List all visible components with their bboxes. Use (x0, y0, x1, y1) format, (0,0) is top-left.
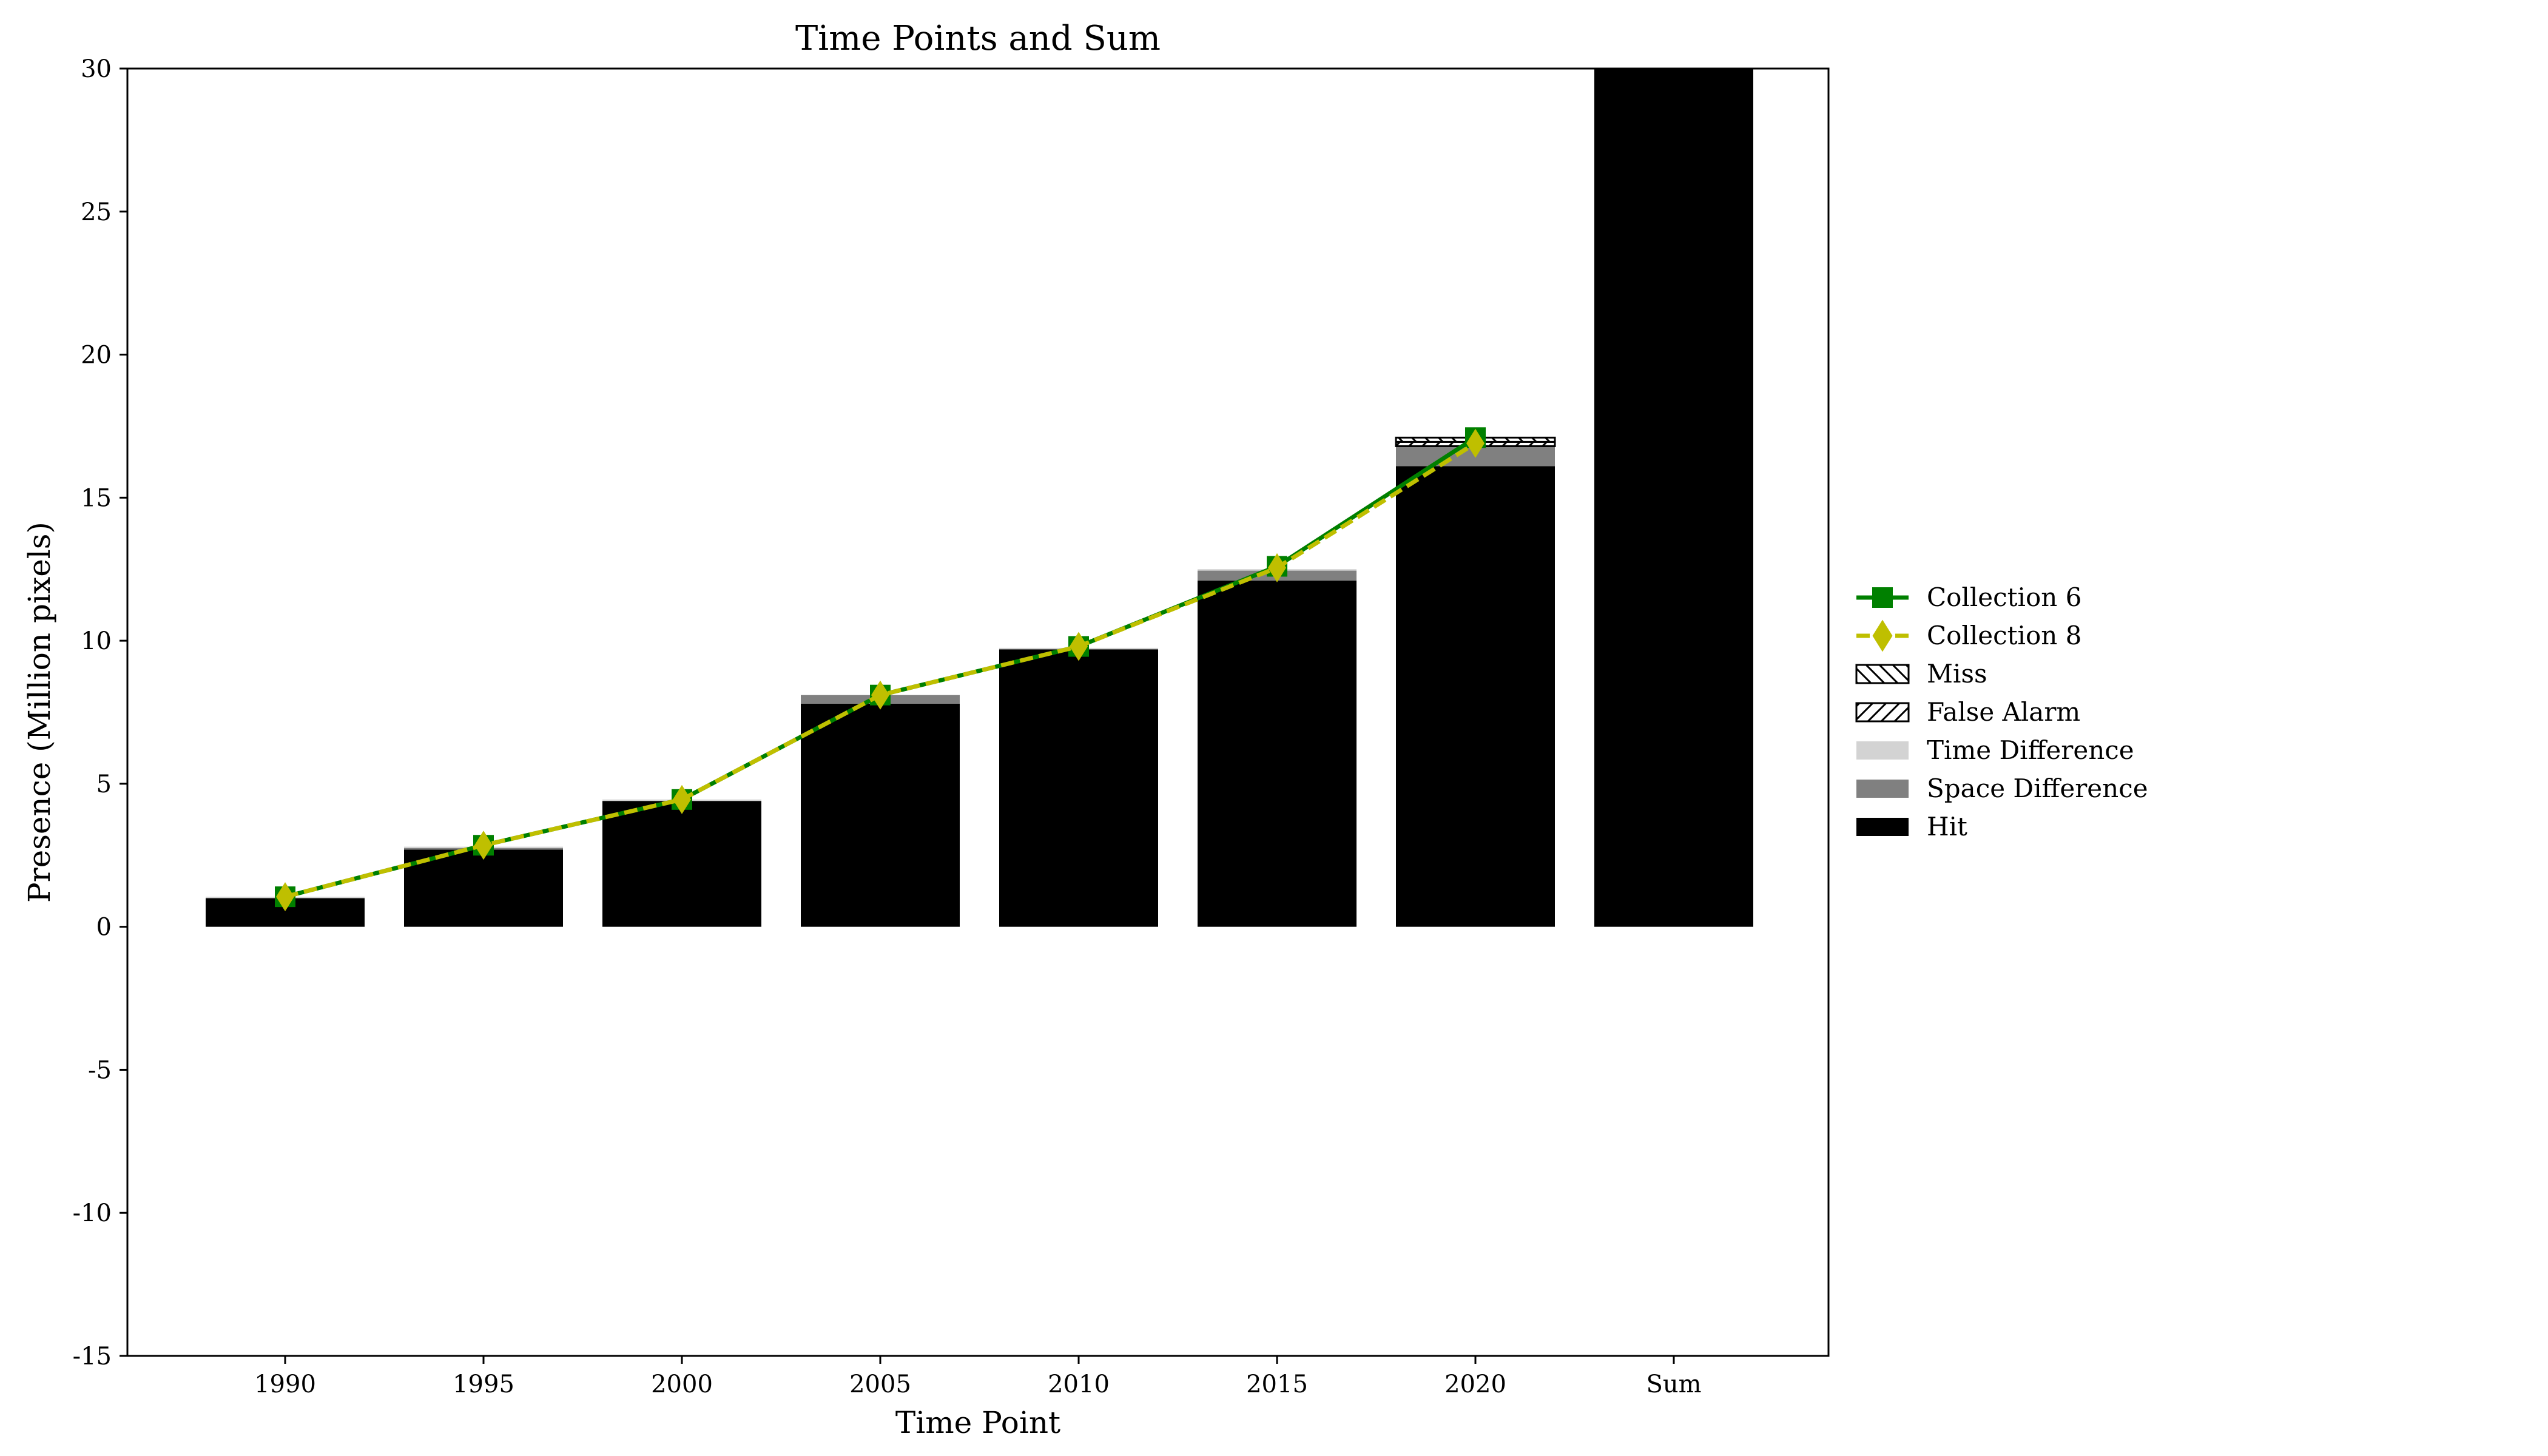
x-axis-label: Time Point (895, 1405, 1060, 1440)
legend-swatch-time-difference (1856, 741, 1909, 760)
point-collection-8-2000 (673, 784, 691, 814)
y-axis: -15 -10 -5 0 5 10 15 20 25 30 (73, 55, 127, 1370)
x-tick-label: 1995 (453, 1370, 514, 1398)
y-tick-label: -10 (73, 1199, 112, 1227)
bar-segment-hit-2020 (1396, 466, 1555, 927)
legend: Collection 6 Collection 8 Miss False Alarm T… (1855, 582, 2148, 841)
point-collection-8-1990 (276, 882, 294, 912)
y-tick-label: 20 (81, 342, 112, 369)
y-tick-label: 25 (81, 198, 112, 226)
point-collection-8-2020 (1466, 428, 1485, 458)
legend-marker-collection-6 (1872, 587, 1893, 608)
line-group (275, 427, 1486, 912)
x-tick-label: 2020 (1444, 1370, 1506, 1398)
bar-segment-hit-1995 (404, 849, 563, 927)
legend-swatch-false-alarm (1855, 702, 1910, 723)
point-collection-8-2015 (1268, 553, 1286, 582)
point-collection-8-2010 (1070, 632, 1088, 661)
legend-swatch-miss (1855, 664, 1910, 684)
x-tick-label: 2015 (1246, 1370, 1308, 1398)
chart-title: Time Points and Sum (795, 19, 1161, 58)
x-axis: 1990 1995 2000 2005 2010 2015 2020 Sum (254, 1356, 1702, 1398)
y-tick-label: 30 (81, 55, 112, 83)
x-tick-label: 1990 (254, 1370, 316, 1398)
y-tick-label: -15 (73, 1343, 112, 1370)
legend-label-collection-8: Collection 8 (1927, 621, 2081, 650)
point-collection-8-2005 (871, 680, 889, 710)
bar-segment-hit-2010 (999, 649, 1158, 927)
plot-frame (126, 67, 1830, 1357)
legend-label-miss: Miss (1927, 659, 1987, 689)
x-tick-label: Sum (1646, 1370, 1701, 1398)
y-tick-label: 0 (96, 914, 112, 942)
y-axis-label: Presence (Million pixels) (22, 522, 57, 903)
bar-segment-hit-2000 (602, 801, 761, 927)
legend-label-false-alarm: False Alarm (1927, 697, 2080, 727)
legend-label-space-difference: Space Difference (1927, 774, 2148, 803)
bar-group (206, 69, 1753, 927)
x-tick-label: 2005 (849, 1370, 911, 1398)
point-collection-8-1995 (474, 831, 493, 860)
y-tick-label: 10 (81, 627, 112, 655)
bar-segment-hit-2015 (1198, 581, 1357, 927)
x-tick-label: 2000 (651, 1370, 713, 1398)
legend-swatch-space-difference (1856, 780, 1909, 798)
bar-segment-hit-sum (1594, 69, 1753, 927)
legend-swatch-hit (1856, 818, 1909, 836)
legend-label-collection-6: Collection 6 (1927, 582, 2081, 612)
x-tick-label: 2010 (1048, 1370, 1110, 1398)
y-tick-label: 5 (96, 770, 112, 798)
y-tick-label: -5 (88, 1056, 112, 1084)
legend-label-hit: Hit (1927, 812, 1967, 841)
bar-segment-hit-2005 (801, 703, 960, 927)
legend-label-time-difference: Time Difference (1927, 735, 2134, 765)
legend-marker-collection-8 (1872, 619, 1893, 652)
y-tick-label: 15 (81, 484, 112, 512)
